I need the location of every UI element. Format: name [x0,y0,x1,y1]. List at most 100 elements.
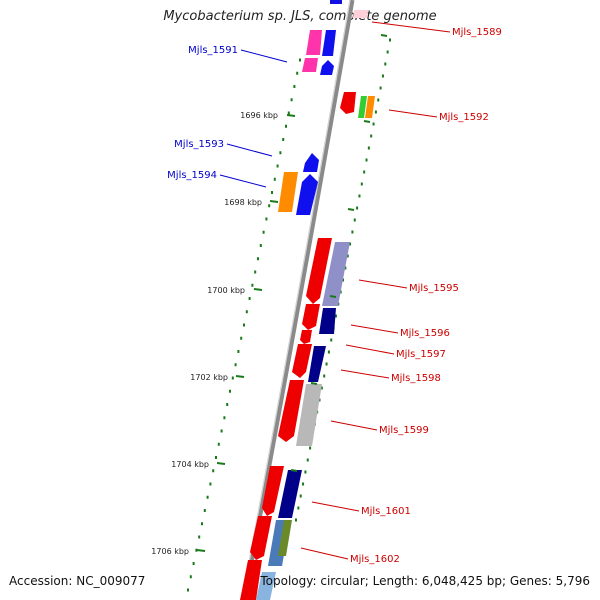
guide-dot [198,535,201,539]
gene-feature-pink-2 [302,58,318,72]
guide-dot [192,562,195,565]
gene-label-minus: Mjls_1597 [396,349,446,360]
guide-dot [240,336,243,340]
gene-label-minus: Mjls_1602 [350,554,400,565]
minor-tick-mark [363,120,371,123]
kbp-tick-mark [253,288,263,291]
guide-dot [259,244,262,247]
guide-dot [223,416,226,420]
gene-label-plus: Mjls_1593 [174,139,224,150]
gene-labels: Mjls_1591 Mjls_1593 Mjls_1594 Mjls_1589 Mjls… [167,21,502,565]
guide-dot [365,158,368,162]
gene-label-minus: Mjls_1589 [452,27,502,38]
guide-dot [237,350,240,353]
guide-dot [209,482,212,486]
gene-feature-blue-2 [320,60,334,75]
kbp-tick-label: 1700 kbp [207,286,245,295]
guide-dot [282,138,285,141]
gene-feature-steelblue-2 [256,572,276,600]
guide-dot [215,456,217,459]
guide-dot [285,124,287,128]
gene-label-minus: Mjls_1592 [439,112,489,123]
guide-dot [262,230,265,234]
gene-label-plus: Mjls_1594 [167,170,217,181]
gene-label-minus: Mjls_1599 [379,425,429,436]
guide-dot [254,270,257,274]
genome-stats-text: Topology: circular; Length: 6,048,425 bp… [260,574,590,588]
gene-feature-navy-3 [278,470,302,518]
gene-feature-red-3 [302,304,320,330]
guide-dot [334,314,337,318]
label-leader-line [388,109,438,118]
kbp-tick-mark [196,549,206,552]
gene-feature-green-1 [358,96,367,118]
gene-feature-blue-3 [303,153,319,172]
label-leader-line [345,344,395,355]
minor-tick-mark [347,208,355,211]
guide-dot [297,506,300,510]
gene-feature-navy-2 [308,346,326,382]
accession-text: Accession: NC_009077 [9,574,146,588]
guide-dot [356,206,359,210]
guide-dot [245,310,248,314]
guide-dot [351,230,354,234]
guide-dot [226,403,229,406]
guide-dot [381,74,384,78]
map-title: Mycobacterium sp. JLS, complete genome [163,9,437,24]
label-leader-line [219,174,267,188]
guide-dot [299,58,301,62]
gene-feature-grey-1 [296,384,322,446]
gene-feature-orange-1 [278,172,298,212]
guide-dot [363,170,366,174]
guide-dot [257,257,259,261]
guide-dot [279,151,282,155]
guide-dot [251,283,254,287]
gene-feature-blue-4 [296,174,318,215]
guide-dot [299,494,302,498]
label-leader-line [340,369,390,379]
kbp-tick-mark [269,200,279,203]
kbp-tick-mark [286,114,296,117]
kbp-tick-label: 1702 kbp [190,373,228,382]
gene-label-minus: Mjls_1601 [361,506,411,517]
gene-feature-red-2 [306,238,332,304]
guide-dot [195,548,198,552]
guide-dot [243,323,245,327]
gene-feature-red-6 [278,380,304,442]
guide-dot [296,71,299,75]
gene-feature-pink-1 [306,30,322,55]
kbp-tick-label: 1706 kbp [151,547,189,556]
guide-dot [276,164,279,168]
minor-tick-mark [380,34,388,37]
guide-dot [217,442,220,446]
guide-dot [360,182,363,186]
label-leader-line [330,420,378,431]
label-leader-line [358,279,408,289]
guide-dot [318,398,321,402]
guide-dot [220,429,223,433]
guide-dot [389,38,391,42]
gene-label-plus: Mjls_1591 [188,45,238,56]
guide-dot [379,86,382,90]
guide-dot [367,146,370,150]
guide-dot [290,98,293,102]
guide-dot [248,297,251,300]
gene-feature-red-8 [250,516,272,560]
guide-dot [189,575,192,579]
guide-dot [271,191,273,194]
label-leader-line [300,547,349,560]
guide-dot [374,110,377,114]
guide-dot [339,290,342,294]
gene-feature-orange-2 [365,96,375,118]
guide-dot [325,362,328,366]
guide-dot [349,242,352,246]
gene-label-minus: Mjls_1595 [409,283,459,294]
guide-dot [231,376,234,380]
feature-top-pink [352,10,369,18]
guide-dot [358,194,361,198]
gene-feature-olive-1 [278,520,292,556]
guide-dot [306,458,309,462]
guide-dot [295,518,297,522]
kbp-tick-mark [235,375,245,378]
guide-dot [265,217,268,221]
